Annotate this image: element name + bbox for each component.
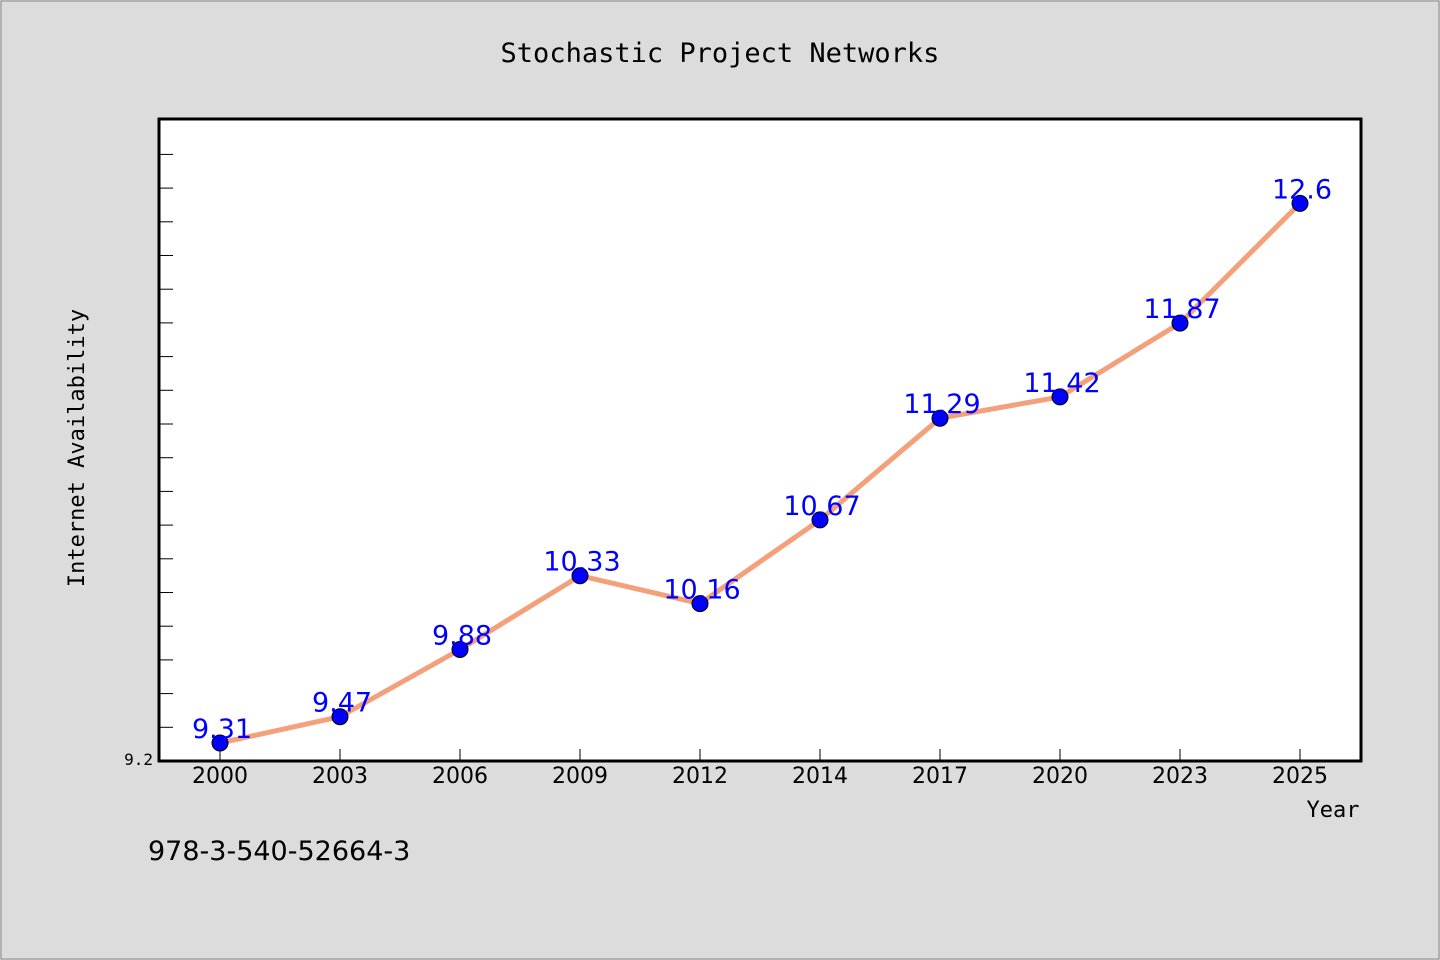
data-label-2003: 9.47: [312, 688, 372, 719]
x-tick-label: 2017: [912, 764, 968, 789]
chart-title: Stochastic Project Networks: [501, 38, 940, 69]
data-label-2017: 11.29: [903, 389, 980, 420]
x-tick-label: 2023: [1152, 764, 1208, 789]
data-point-2006: [451, 641, 469, 658]
series-line: [217, 200, 1303, 746]
x-tick-label: 2009: [552, 764, 608, 789]
series-layer: [211, 194, 1309, 752]
data-label-2025: 12.6: [1272, 174, 1332, 205]
data-point-2000: [211, 734, 229, 752]
x-tick-label: 2025: [1272, 764, 1328, 789]
y-axis-ticks: 9.2: [124, 153, 173, 769]
x-tick-label: 2014: [792, 764, 848, 789]
plot-area: [157, 117, 1363, 763]
data-label-2000: 9.31: [192, 714, 252, 745]
x-axis-ticks: 2000 2003 2006 2009 2012 2014 2017 2020 2023 2025: [192, 749, 1328, 789]
x-tick-label: 2003: [312, 764, 368, 789]
x-tick-label: 2000: [192, 764, 248, 789]
x-axis-title: Year: [1307, 798, 1360, 823]
x-tick-label: 2006: [432, 764, 488, 789]
data-labels-layer: 9.31 9.47 9.88 10.33 10.16 10.67 11.29 11.42 11.…: [192, 174, 1332, 745]
x-tick-label: 2020: [1032, 764, 1088, 789]
data-label-2023: 11.87: [1143, 294, 1220, 325]
data-label-2014: 10.67: [783, 491, 860, 522]
y-axis-title: Internet Availability: [65, 309, 90, 587]
data-point-2017: [931, 409, 949, 427]
data-point-2009: [571, 567, 589, 585]
data-label-2006: 9.88: [432, 621, 492, 652]
data-point-2012: [691, 595, 709, 613]
data-label-2009: 10.33: [543, 547, 620, 578]
data-point-2014: [811, 511, 829, 529]
x-tick-label: 2012: [672, 764, 728, 789]
data-point-2023: [1171, 314, 1189, 332]
data-point-2025: [1291, 194, 1309, 212]
data-label-2020: 11.42: [1023, 368, 1100, 399]
y-tick-label: 9.2: [124, 750, 153, 769]
data-point-2003: [331, 708, 349, 726]
data-label-2012: 10.16: [663, 575, 740, 606]
data-point-2020: [1051, 388, 1069, 406]
footer-code: 978-3-540-52664-3: [148, 836, 411, 867]
